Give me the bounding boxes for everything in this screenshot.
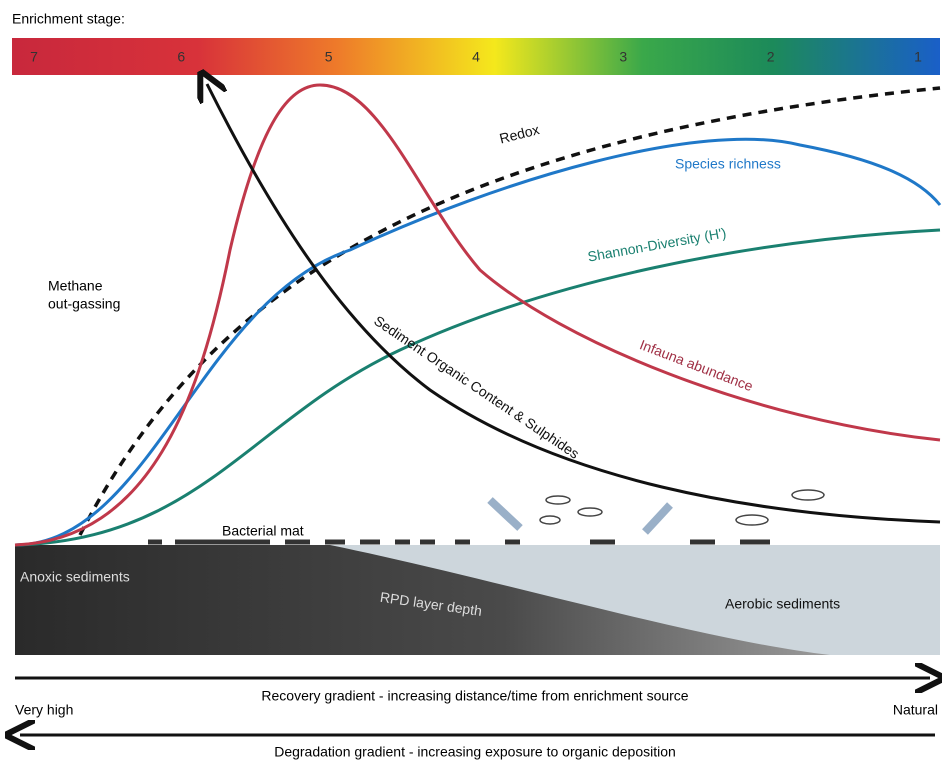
left-label: Very high: [15, 702, 73, 718]
stage-label: 3: [619, 49, 627, 65]
stage-label: 5: [325, 49, 333, 65]
degradation-label: Degradation gradient - increasing exposu…: [274, 744, 676, 760]
methane-label: out-gassing: [48, 296, 120, 312]
redox-curve: [80, 88, 940, 535]
stage-label: 4: [472, 49, 480, 65]
redox-label: Redox: [498, 121, 541, 146]
stage-label: 7: [30, 49, 38, 65]
fish-icon: [645, 505, 670, 532]
organic-label: Sediment Organic Content & Sulphides: [371, 312, 582, 461]
stage-label: 2: [767, 49, 775, 65]
stage-label: 6: [177, 49, 185, 65]
stage-label: 1: [914, 49, 922, 65]
bacterial-mat-label: Bacterial mat: [222, 523, 304, 539]
aerobic-label: Aerobic sediments: [725, 596, 840, 612]
species-label: Species richness: [675, 156, 781, 172]
right-label: Natural: [893, 702, 938, 718]
anoxic-label: Anoxic sediments: [20, 569, 130, 585]
title: Enrichment stage:: [12, 11, 125, 27]
recovery-label: Recovery gradient - increasing distance/…: [261, 688, 688, 704]
methane-label: Methane: [48, 278, 103, 294]
diagram: Enrichment stage: 7 6 5 4 3 2 1 Redox Species …: [0, 0, 942, 765]
species-curve: [15, 139, 940, 545]
infauna-curve: [15, 85, 940, 545]
fish-icon: [490, 500, 520, 528]
